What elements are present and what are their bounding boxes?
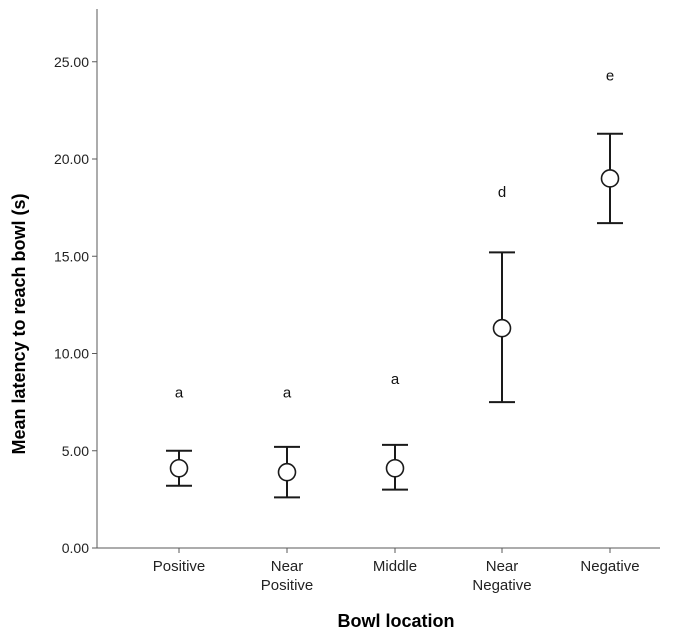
plot-area: a a a d e (166, 67, 623, 499)
y-tick-label: 25.00 (54, 54, 89, 70)
axes: 0.00 5.00 10.00 15.00 20.00 25.00 Positive Near… (54, 9, 660, 594)
x-tick-label: Negative (580, 558, 639, 575)
x-tick-label: Near Positive (261, 558, 314, 594)
x-axis-title: Bowl location (338, 611, 455, 631)
y-tick-label: 15.00 (54, 248, 89, 264)
significance-label: e (606, 67, 614, 84)
x-tick-label: Near Negative (472, 558, 531, 594)
y-tick-label: 20.00 (54, 151, 89, 167)
mean-point (600, 169, 620, 188)
mean-point (385, 458, 405, 478)
y-tick-label: 5.00 (62, 443, 89, 459)
x-tick-label: Positive (153, 558, 206, 575)
significance-label: a (283, 384, 292, 401)
mean-point (277, 462, 297, 482)
mean-point (169, 458, 189, 478)
y-axis-title: Mean latency to reach bowl (s) (9, 193, 29, 454)
significance-label: a (391, 371, 400, 388)
significance-label: a (175, 384, 184, 401)
x-tick-label: Middle (373, 558, 417, 575)
y-tick-label: 10.00 (54, 346, 89, 362)
y-tick-label: 0.00 (62, 540, 89, 556)
significance-label: d (498, 184, 506, 201)
mean-point (492, 318, 512, 338)
